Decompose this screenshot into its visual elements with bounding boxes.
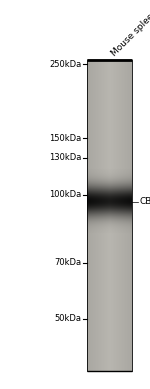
Text: 50kDa: 50kDa <box>55 314 82 324</box>
Text: CBLB: CBLB <box>140 197 150 207</box>
Text: 250kDa: 250kDa <box>50 60 82 69</box>
Text: 130kDa: 130kDa <box>49 153 82 162</box>
Text: Mouse spleen: Mouse spleen <box>109 8 150 58</box>
Text: 70kDa: 70kDa <box>55 258 82 267</box>
Text: 100kDa: 100kDa <box>50 190 82 199</box>
Text: 150kDa: 150kDa <box>50 133 82 143</box>
